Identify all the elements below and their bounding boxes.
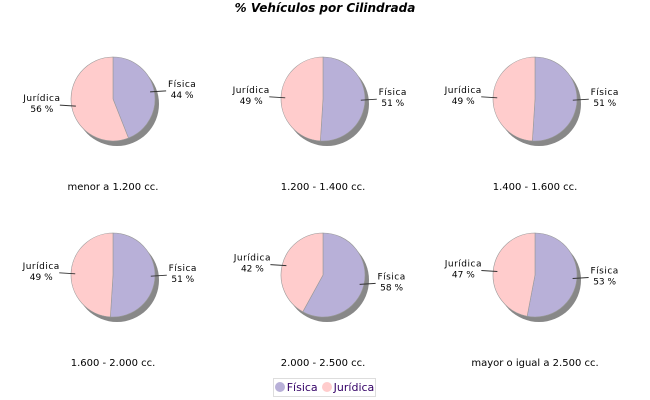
- leader-line: [59, 272, 76, 275]
- legend: Física Jurídica: [273, 378, 376, 397]
- slice-label-fisica: Física: [169, 264, 197, 274]
- leader-line: [270, 264, 287, 267]
- slice-juridica: [280, 232, 324, 313]
- slice-fisica: [302, 232, 366, 318]
- slice-label-juridica: Jurídica: [22, 262, 60, 272]
- slice-value-fisica: 51 %: [593, 99, 616, 109]
- legend-label-juridica: Jurídica: [333, 381, 375, 394]
- legend-item-fisica: Física: [274, 381, 318, 394]
- slice-juridica: [70, 232, 114, 318]
- slice-value-fisica: 44 %: [171, 91, 194, 101]
- leader-line: [359, 282, 376, 285]
- slice-label-fisica: Física: [379, 88, 407, 98]
- leader-line: [59, 104, 76, 107]
- slice-value-juridica: 49 %: [30, 273, 53, 283]
- slice-value-juridica: 49 %: [240, 97, 263, 107]
- pie-caption: mayor o igual a 2.500 cc.: [471, 358, 598, 369]
- leader-line: [572, 98, 589, 101]
- slice-juridica: [492, 56, 536, 142]
- slice-value-fisica: 58 %: [380, 283, 403, 293]
- slice-value-juridica: 42 %: [241, 265, 264, 275]
- leader-line: [572, 277, 589, 280]
- pie-caption: 1.400 - 1.600 cc.: [493, 182, 578, 193]
- slice-label-juridica: Jurídica: [444, 86, 482, 96]
- slice-juridica: [280, 56, 324, 142]
- slice-value-juridica: 47 %: [452, 270, 475, 280]
- leader-line: [481, 269, 498, 272]
- slice-value-juridica: 49 %: [452, 97, 475, 107]
- slice-label-fisica: Física: [377, 272, 405, 282]
- legend-item-juridica: Jurídica: [321, 381, 375, 394]
- slice-juridica: [70, 56, 129, 142]
- legend-label-fisica: Física: [286, 381, 318, 394]
- leader-line: [481, 96, 498, 99]
- leader-line: [150, 274, 167, 277]
- slice-fisica: [112, 56, 156, 139]
- slice-label-fisica: Física: [168, 80, 196, 90]
- pie-caption: 1.600 - 2.000 cc.: [71, 358, 156, 369]
- slice-value-fisica: 53 %: [593, 278, 616, 288]
- slice-label-fisica: Física: [591, 88, 619, 98]
- chart-title: % Vehículos por Cilindrada: [234, 1, 416, 15]
- slice-juridica: [492, 232, 536, 317]
- slice-fisica: [526, 232, 578, 318]
- leader-line: [150, 90, 167, 93]
- slice-label-juridica: Jurídica: [444, 259, 482, 269]
- slice-label-juridica: Jurídica: [233, 254, 271, 264]
- pie-caption: 1.200 - 1.400 cc.: [281, 182, 366, 193]
- slice-value-fisica: 51 %: [381, 99, 404, 109]
- slice-label-fisica: Física: [590, 267, 618, 277]
- legend-swatch-fisica: [274, 382, 285, 392]
- pie-caption: 2.000 - 2.500 cc.: [281, 358, 366, 369]
- slice-label-juridica: Jurídica: [22, 94, 60, 104]
- leader-line: [269, 96, 286, 99]
- slice-value-fisica: 51 %: [171, 275, 194, 285]
- pie-caption: menor a 1.200 cc.: [68, 182, 159, 193]
- slice-value-juridica: 56 %: [30, 105, 53, 115]
- leader-line: [360, 98, 377, 101]
- slice-label-juridica: Jurídica: [232, 86, 270, 96]
- legend-swatch-juridica: [321, 382, 332, 392]
